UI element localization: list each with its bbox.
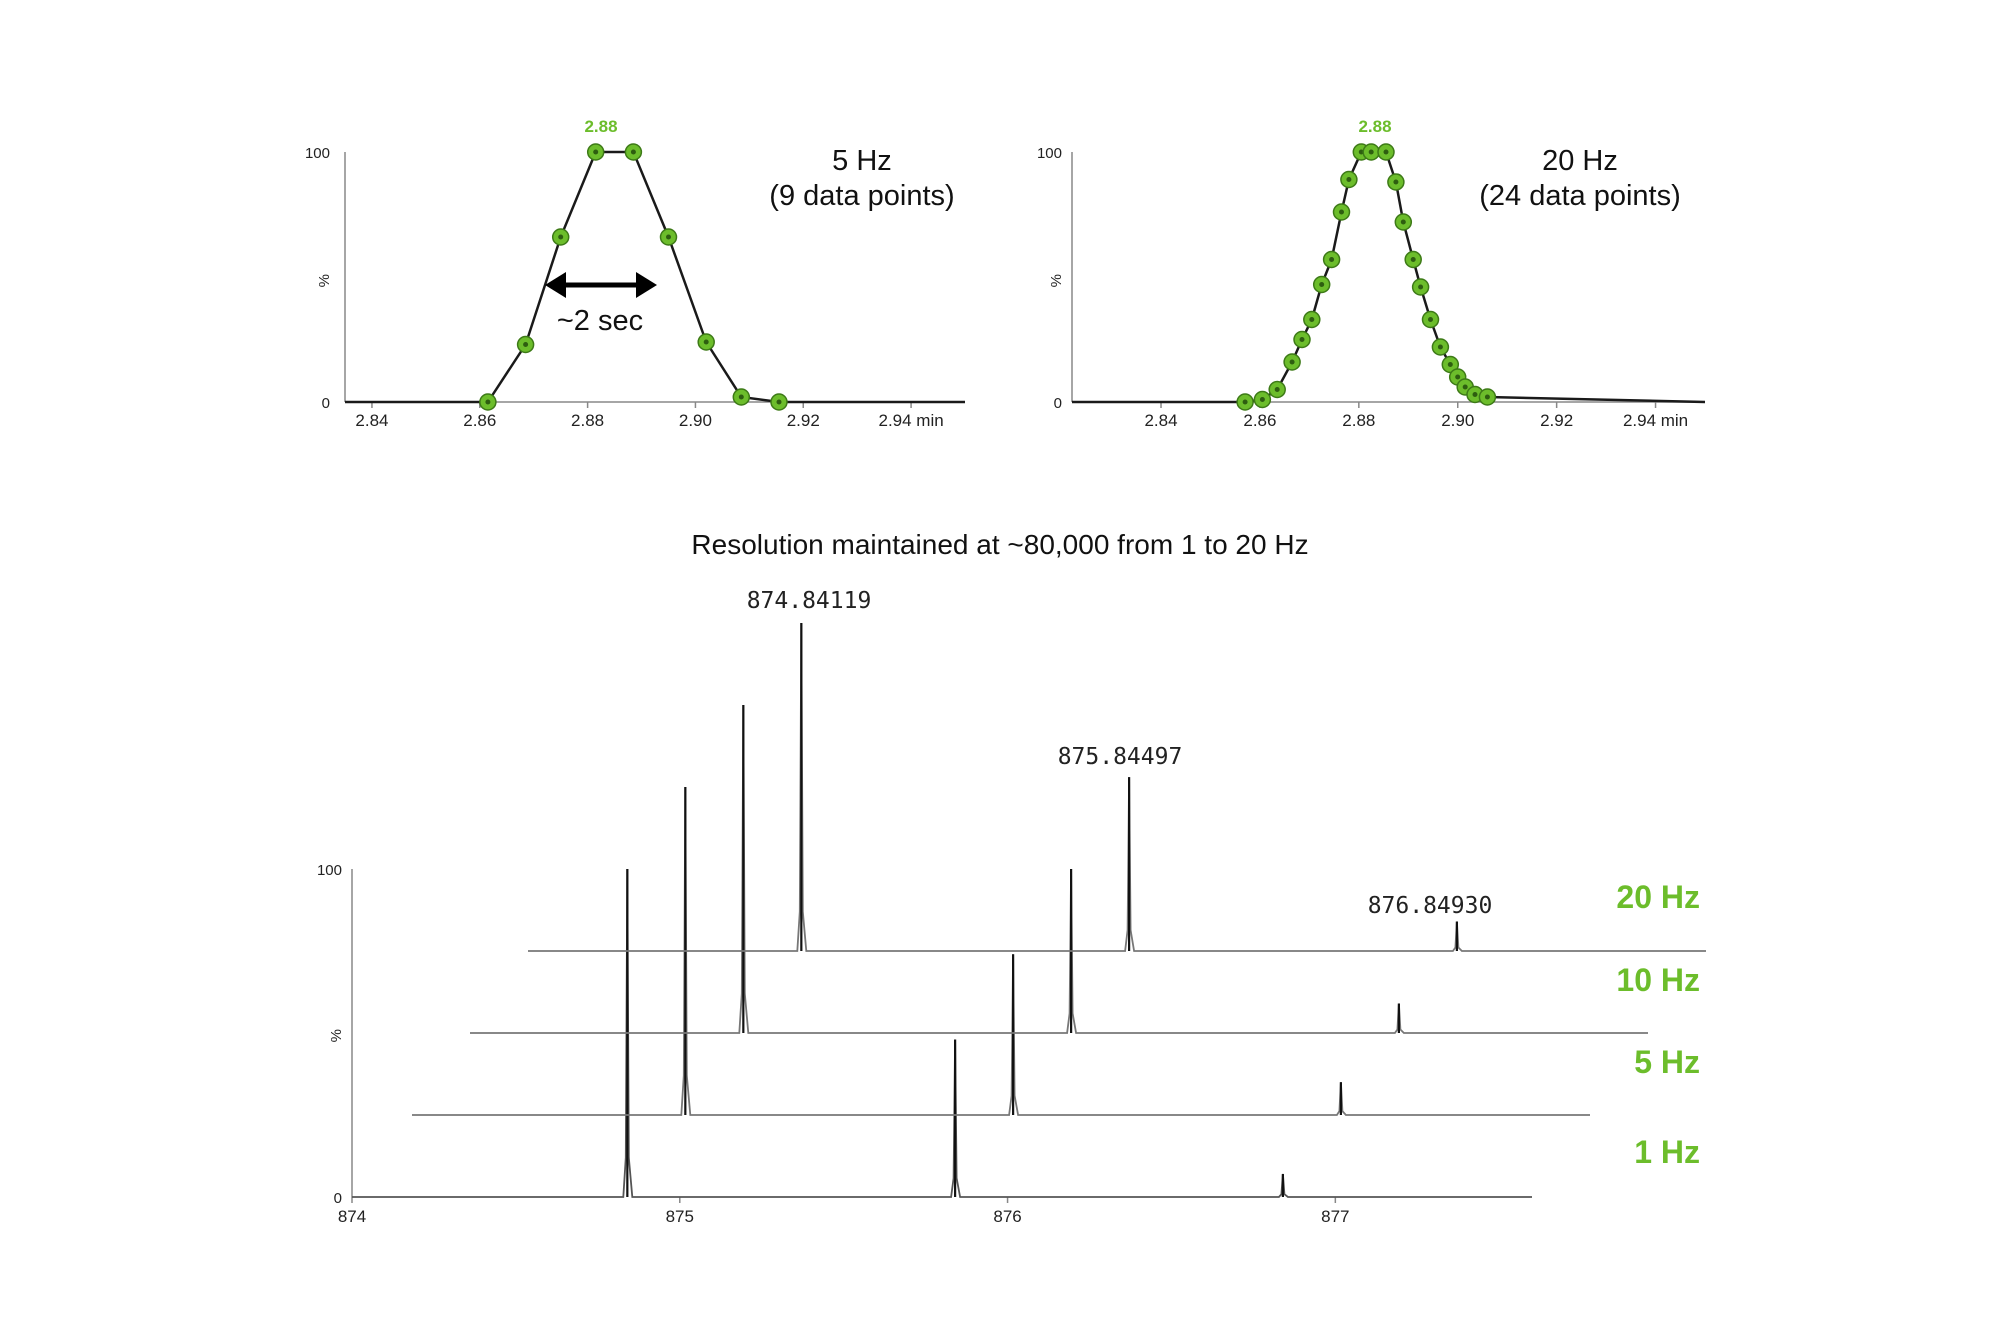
points-label: (24 data points)	[1479, 180, 1681, 212]
data-point-center	[1400, 219, 1406, 225]
data-point-center	[1428, 317, 1433, 322]
data-point-center	[738, 394, 744, 400]
data-point-center	[1484, 394, 1490, 400]
chromatogram-5hz: 100 % 0 2.84 2.86 2.88 2.90 2.92 2.94 min 2.8…	[305, 117, 965, 430]
x-tick-label: 2.90	[679, 411, 712, 430]
spectra-title: Resolution maintained at ~80,000 from 1 …	[691, 529, 1308, 560]
data-point-center	[630, 149, 636, 155]
data-point-center	[558, 234, 564, 240]
y-tick-0: 0	[1054, 395, 1062, 412]
data-point-center	[1289, 359, 1295, 365]
width-annotation: ~2 sec	[557, 305, 643, 337]
data-point-center	[1393, 179, 1399, 185]
chromatogram-20hz: 100 % 0 2.84 2.86 2.88 2.90 2.92 2.94 min 2.8…	[1037, 117, 1706, 430]
data-point-center	[1346, 177, 1352, 182]
data-point-center	[1259, 397, 1265, 402]
x-tick-label: 2.84	[355, 411, 388, 430]
peak-apex-label: 2.88	[584, 117, 617, 136]
data-point-center	[703, 339, 709, 345]
x-tick-label: 874	[338, 1207, 366, 1226]
x-tick-label: 2.90	[1441, 411, 1474, 430]
x-tick-label: 2.92	[787, 411, 820, 430]
y-axis-label: %	[328, 1029, 345, 1042]
data-point-center	[1410, 257, 1416, 262]
rate-label: 20 Hz	[1542, 145, 1618, 177]
y-tick-0: 0	[334, 1190, 342, 1207]
data-point-center	[1274, 387, 1280, 392]
data-point-center	[593, 149, 599, 155]
x-tick-label: 2.86	[463, 411, 496, 430]
data-point-center	[1309, 317, 1315, 322]
y-tick-100: 100	[305, 145, 330, 162]
data-point-center	[1383, 149, 1389, 155]
data-point-center	[1462, 384, 1468, 390]
data-point-center	[485, 399, 491, 405]
data-point-center	[1299, 337, 1305, 342]
x-tick-label: 2.84	[1144, 411, 1177, 430]
scan-rate-label: 1 Hz	[1634, 1134, 1700, 1170]
data-point-center	[776, 399, 782, 405]
rate-label: 5 Hz	[832, 145, 892, 177]
scan-rate-label: 20 Hz	[1616, 879, 1700, 915]
data-point-center	[1368, 149, 1374, 155]
x-tick-label: 2.92	[1540, 411, 1573, 430]
scan-rate-label: 10 Hz	[1616, 962, 1700, 998]
y-axis-label: %	[316, 274, 333, 287]
peak-apex-label: 2.88	[1358, 117, 1391, 136]
data-point-center	[1437, 344, 1443, 350]
x-tick-label: 2.94 min	[878, 411, 943, 430]
data-point-center	[1447, 362, 1453, 367]
data-point-center	[1339, 209, 1344, 215]
y-axis-label: %	[1048, 274, 1065, 287]
data-point-center	[1418, 284, 1424, 290]
x-tick-label: 2.88	[571, 411, 604, 430]
peak-annotation-m1: 875.84497	[1058, 744, 1183, 770]
mass-spectra-waterfall: Resolution maintained at ~80,000 from 1 …	[317, 529, 1706, 1226]
data-point-center	[666, 234, 671, 240]
x-tick-label: 875	[666, 1207, 694, 1226]
data-point-center	[523, 342, 529, 347]
x-tick-label: 877	[1321, 1207, 1349, 1226]
peak-annotation-mono: 874.84119	[747, 588, 872, 614]
data-point-center	[1319, 282, 1325, 287]
x-tick-label: 2.86	[1243, 411, 1276, 430]
x-tick-label: 2.94 min	[1623, 411, 1688, 430]
data-point-center	[1242, 399, 1248, 405]
points-label: (9 data points)	[769, 180, 954, 212]
y-tick-0: 0	[322, 395, 330, 412]
data-point-center	[1329, 257, 1335, 262]
y-tick-100: 100	[1037, 145, 1062, 162]
data-point-center	[1472, 392, 1478, 397]
spectrum-trace	[528, 622, 1706, 952]
x-tick-label: 2.88	[1342, 411, 1375, 430]
scan-rate-label: 5 Hz	[1634, 1044, 1700, 1080]
x-tick-label: 876	[993, 1207, 1021, 1226]
peak-annotation-m2: 876.84930	[1368, 893, 1493, 919]
double-arrow	[545, 272, 657, 298]
data-point-center	[1455, 374, 1461, 380]
y-tick-100: 100	[317, 862, 342, 879]
